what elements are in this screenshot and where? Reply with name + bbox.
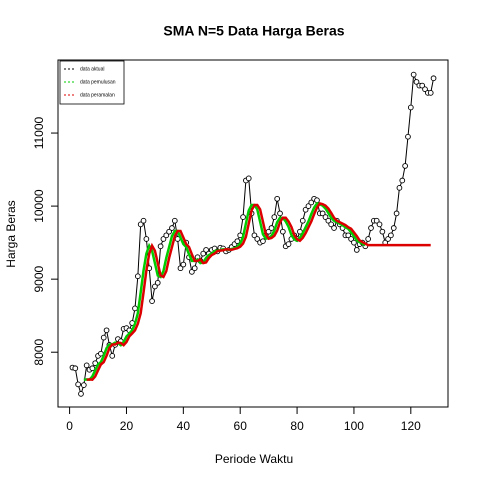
data-point: [368, 225, 374, 231]
y-axis-label: Harga Beras: [4, 200, 18, 267]
data-point: [234, 238, 241, 245]
legend-label: data peramalan: [80, 92, 115, 98]
data-point: [143, 236, 150, 242]
data-point: [240, 214, 246, 220]
data-point: [430, 75, 437, 82]
data-point: [140, 217, 147, 224]
data-point: [419, 82, 426, 89]
data-point: [379, 228, 386, 235]
x-tick-label: 20: [120, 419, 134, 433]
y-tick-label: 11000: [32, 116, 46, 149]
data-point: [180, 261, 187, 268]
data-point: [171, 217, 178, 224]
data-point: [385, 236, 391, 242]
data-point: [396, 184, 403, 191]
x-axis-label: Periode Waktu: [215, 452, 293, 466]
data-point: [271, 214, 278, 220]
data-point: [328, 221, 335, 228]
data-point: [422, 86, 428, 93]
data-point: [280, 228, 286, 235]
data-point: [268, 225, 275, 231]
data-point: [427, 90, 434, 96]
data-point: [251, 232, 258, 239]
data-point: [388, 232, 394, 239]
data-point: [274, 195, 281, 202]
data-point: [348, 236, 354, 242]
data-point: [373, 217, 380, 224]
data-point: [254, 236, 261, 242]
data-point: [260, 238, 266, 245]
data-point: [305, 203, 312, 209]
data-point: [407, 104, 414, 111]
data-point: [80, 382, 87, 388]
data-point: [89, 365, 96, 372]
data-point: [351, 239, 357, 246]
data-point: [277, 210, 283, 217]
x-tick-label: 100: [344, 419, 364, 433]
data-point: [149, 298, 155, 304]
data-point: [154, 279, 161, 286]
data-point: [200, 250, 207, 257]
data-point: [390, 225, 397, 231]
data-point: [78, 391, 84, 397]
data-point: [319, 210, 326, 217]
data-point: [132, 305, 138, 312]
x-tick-label: 60: [234, 419, 248, 433]
legend-label: data pemulusan: [80, 79, 116, 85]
data-point: [72, 365, 79, 372]
chart-title: SMA N=5 Data Harga Beras: [163, 23, 344, 39]
data-point: [189, 269, 195, 275]
data-point: [314, 197, 320, 204]
data-point: [399, 177, 406, 184]
data-point: [353, 247, 360, 253]
data-point: [308, 199, 315, 206]
data-point: [169, 225, 175, 231]
x-tick-label: 120: [401, 419, 421, 433]
data-point: [177, 265, 184, 272]
data-point: [302, 206, 309, 213]
data-point: [109, 353, 116, 359]
legend: data aktual data pemulusan data peramalan: [59, 60, 125, 105]
data-point: [376, 221, 383, 228]
series-line: [86, 202, 431, 382]
legend-label: data aktual: [80, 66, 104, 72]
y-tick-label: 9000: [32, 265, 46, 292]
data-point: [100, 334, 107, 341]
data-point: [203, 247, 209, 253]
data-point: [134, 273, 141, 280]
data-point: [365, 236, 372, 242]
data-point: [83, 362, 90, 369]
x-tick-label: 0: [66, 419, 73, 433]
data-point: [191, 265, 198, 272]
data-point: [137, 221, 144, 228]
data-point: [331, 225, 337, 231]
x-tick-label: 80: [290, 419, 304, 433]
data-point: [345, 232, 352, 239]
data-point: [245, 175, 252, 182]
data-point: [299, 217, 306, 224]
data-point: [92, 360, 99, 367]
data-point: [405, 133, 411, 140]
data-point: [322, 214, 329, 220]
data-point: [410, 71, 417, 78]
y-tick-label: 10000: [32, 189, 46, 223]
data-point: [413, 79, 420, 85]
legend-box: [59, 60, 125, 105]
data-point: [152, 283, 158, 290]
data-point: [157, 243, 164, 250]
x-tick-label: 40: [177, 419, 191, 433]
y-tick-label: 8000: [32, 339, 46, 366]
data-point: [160, 236, 167, 242]
data-point: [103, 327, 110, 334]
data-point: [163, 232, 170, 239]
data-point: [166, 228, 172, 235]
data-point: [75, 381, 81, 388]
data-point: [393, 210, 400, 217]
data-point: [402, 163, 408, 169]
data-point: [325, 217, 332, 224]
data-point: [285, 241, 292, 247]
